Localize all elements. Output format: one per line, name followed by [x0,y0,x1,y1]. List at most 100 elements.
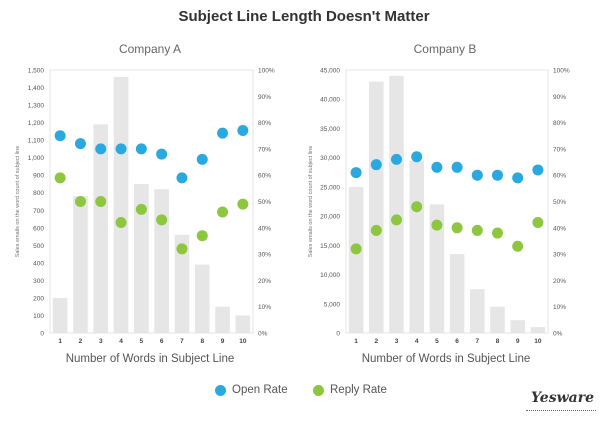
reply-rate-point [217,206,229,218]
open-rate-point [156,148,168,160]
y-axis-title: Sales emails on the word count of subjec… [15,146,21,258]
y-tick-label: 300 [33,278,44,285]
reply-rate-point [492,227,503,239]
x-axis-title-company-b: Number of Words in Subject Line [361,353,531,365]
plot-frame [345,69,549,334]
reply-rate-point [54,172,66,184]
bar [490,306,505,333]
y-tick-label: 200 [33,295,44,302]
y-tick-label: 35,000 [320,126,340,133]
y2-tick-label: 70% [553,146,566,153]
open-rate-point [350,167,362,179]
chart-company-a: 0 100 200 300 400 500 600 700 800 900 1,000 1,100 1,… [15,68,275,346]
open-rate-point [237,124,249,136]
open-rate-point [54,130,66,142]
y-tick-label: 900 [33,173,44,180]
bar [409,160,424,333]
open-rate-point [431,161,443,173]
bar [235,315,251,333]
bar [73,196,88,333]
x-axis-title-company-a: Number of Words in Subject Line [65,353,235,365]
open-rate-point [135,143,147,155]
y2-tick-label: 10% [553,304,566,311]
chart-title: Subject Line Length Doesn't Matter [178,8,430,25]
y-tick-label: 1,000 [28,155,45,162]
y-tick-label: 600 [33,225,44,232]
y-tick-label: 100 [33,313,44,320]
x-tick-label: 2 [79,338,83,345]
y-axis-title: Sales emails on the word count of subjec… [308,146,314,258]
y-tick-label: 15,000 [320,243,340,250]
open-rate-point [196,153,208,165]
y2-tick-label: 30% [553,252,566,259]
bar [93,124,109,333]
x-tick-label: 1 [58,338,62,345]
y2-tick-label: 100% [553,68,570,75]
x-tick-label: 5 [435,338,439,345]
y2-tick-label: 20% [258,278,271,285]
y2-tick-label: 50% [553,199,566,206]
bar [369,81,384,333]
reply-rate-point [156,214,168,226]
y-tick-label: 700 [33,208,44,215]
legend-item-reply-rate: Reply Rate [313,384,387,396]
y2-tick-label: 30% [258,252,271,259]
bar [348,186,364,333]
x-tick-label: 5 [140,338,144,345]
open-rate-point [370,159,382,171]
reply-rate-point [95,196,107,207]
bar [449,254,465,333]
x-tick-label: 9 [516,338,520,345]
open-rate-point [115,143,127,155]
open-rate-point [512,172,524,184]
open-rate-point [411,151,423,163]
open-rate-point [532,164,544,176]
y-tick-label: 45,000 [320,68,340,75]
legend-item-open-rate: Open Rate [215,384,288,396]
panel-title-company-b: Company B [413,42,477,56]
y2-tick-label: 0% [553,331,563,338]
x-tick-label: 2 [374,338,378,345]
y2-tick-label: 60% [553,173,566,180]
y2-tick-label: 10% [258,304,271,311]
reply-rate-point [391,214,402,226]
reply-rate-point [196,230,208,242]
y2-tick-label: 70% [258,146,271,153]
bar [389,75,404,333]
brand-logo: Yesware [531,390,594,406]
y-tick-label: 25,000 [320,184,340,191]
bar [174,234,190,333]
x-tick-label: 6 [455,338,459,345]
open-rate-marker-icon [215,384,226,396]
legend-label-open-rate: Open Rate [232,384,288,396]
x-tick-label: 6 [160,338,164,345]
open-rate-point [391,153,402,165]
x-tick-label: 7 [475,338,479,345]
open-rate-point [176,172,188,184]
y-tick-label: 20,000 [320,214,340,221]
y-tick-label: 5,000 [324,301,341,308]
legend: Open Rate Reply Rate [0,384,608,400]
y2-tick-label: 60% [258,173,271,180]
x-tick-label: 8 [496,338,500,345]
x-tick-label: 7 [180,338,184,345]
y2-tick-label: 40% [553,225,566,232]
bar [52,297,68,333]
y2-tick-label: 40% [258,225,271,232]
reply-rate-point [135,203,147,215]
open-rate-point [451,161,463,173]
bar [530,327,546,333]
x-tick-label: 4 [415,338,419,345]
y-tick-label: 500 [33,243,44,250]
y-tick-label: 40,000 [320,97,340,104]
reply-rate-point [431,219,443,231]
reply-rate-point [115,217,127,229]
x-tick-label: 9 [221,338,225,345]
y-tick-label: 30,000 [320,155,340,162]
y-tick-label: 10,000 [320,272,340,279]
reply-rate-point [512,240,524,252]
x-tick-label: 3 [395,338,399,345]
reply-rate-point [411,201,423,213]
reply-rate-point [451,222,463,234]
open-rate-point [95,143,107,155]
